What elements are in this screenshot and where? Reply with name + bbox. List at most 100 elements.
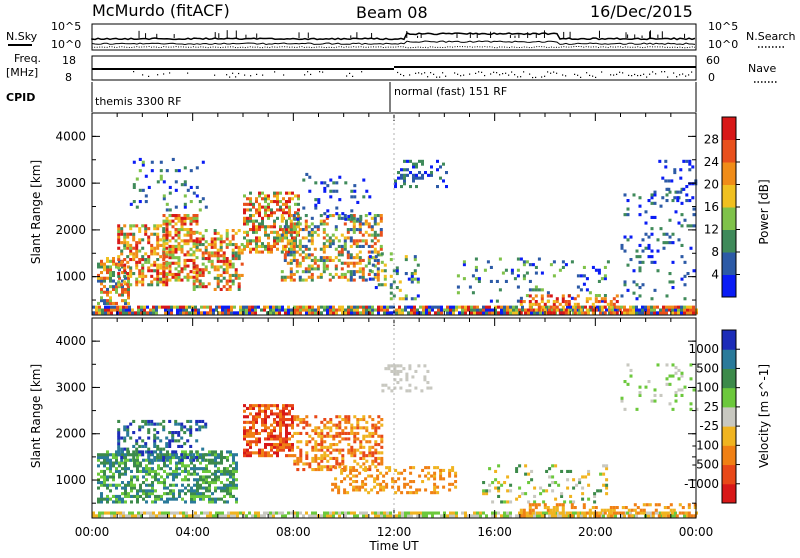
velocity-cell (220, 461, 223, 465)
velocity-cell (201, 458, 205, 462)
power-cell (379, 244, 383, 248)
power-cell (688, 182, 692, 186)
power-cell (219, 248, 223, 252)
velocity-cell (142, 458, 145, 462)
power-cell (192, 282, 196, 286)
velocity-cell (115, 500, 118, 504)
power-cell (519, 257, 523, 261)
power-cell (120, 283, 124, 287)
velocity-cell (546, 508, 550, 512)
nave-point (469, 73, 471, 75)
velocity-cell (671, 514, 674, 518)
power-cell (128, 308, 131, 312)
velocity-cell (168, 431, 172, 435)
velocity-cell (202, 456, 205, 460)
velocity-cell (181, 464, 184, 468)
power-cell (170, 305, 173, 309)
velocity-cell (359, 418, 363, 422)
power-cell (461, 311, 464, 315)
velocity-cell (243, 426, 246, 430)
power-cell (101, 311, 104, 315)
velocity-cell (665, 377, 669, 381)
velocity-cell (527, 472, 531, 476)
power-cell (231, 257, 235, 261)
velocity-cell (308, 514, 311, 518)
power-cell (361, 244, 365, 248)
power-cell (219, 240, 223, 244)
power-cell (109, 296, 112, 300)
velocity-cell (279, 418, 282, 422)
velocity-cell (527, 500, 531, 504)
velocity-cell (347, 511, 350, 515)
velocity-cell (591, 506, 595, 510)
power-cell (126, 272, 130, 276)
power-cell (355, 253, 359, 257)
velocity-cell (329, 434, 333, 438)
velocity-cell (246, 434, 249, 438)
velocity-cell (121, 497, 124, 501)
power-cell (325, 244, 329, 248)
power-cell (100, 296, 103, 300)
velocity-cell (178, 467, 181, 471)
power-cell (240, 243, 244, 247)
power-cell (283, 275, 287, 279)
velocity-cell (229, 492, 232, 496)
velocity-cell (163, 453, 166, 457)
power-cell (112, 279, 115, 283)
power-cell (239, 311, 242, 315)
power-cell (109, 259, 112, 263)
power-cell (552, 274, 556, 278)
power-cell (418, 159, 421, 163)
velocity-cell (168, 439, 172, 443)
power-cell (310, 236, 314, 240)
velocity-cell (647, 511, 650, 515)
power-cell (343, 275, 347, 279)
power-cell (665, 305, 668, 309)
power-cell (118, 259, 121, 263)
power-cell (298, 222, 302, 226)
power-cell (449, 311, 452, 315)
power-cell (171, 219, 175, 223)
power-cell (609, 305, 613, 309)
power-cell (587, 311, 590, 315)
power-cell (474, 257, 478, 261)
power-cell (292, 242, 296, 246)
power-cell (355, 242, 359, 246)
power-cell (168, 185, 172, 189)
power-cell (237, 229, 241, 233)
velocity-cell (442, 485, 446, 489)
velocity-cell (226, 486, 229, 490)
power-cell (629, 235, 633, 239)
power-cell (398, 288, 402, 292)
power-cell (243, 194, 246, 198)
velocity-cell (288, 431, 291, 435)
velocity-cell (211, 461, 214, 465)
power-cell (635, 283, 639, 287)
power-cell (347, 305, 350, 309)
power-cell (140, 308, 143, 312)
velocity-cell (288, 454, 291, 458)
velocity-cell (347, 448, 351, 452)
power-cell (530, 311, 533, 315)
velocity-cell (612, 508, 616, 512)
power-cell (189, 222, 193, 226)
power-cell (188, 311, 191, 315)
power-cell (195, 242, 199, 246)
power-cell (174, 239, 178, 243)
velocity-cell (424, 466, 428, 470)
power-cell (549, 294, 553, 298)
power-cell (237, 282, 241, 286)
power-cell (207, 243, 211, 247)
velocity-cell (320, 420, 324, 424)
power-cell (525, 271, 529, 275)
velocity-cell (317, 431, 321, 435)
nave-point (682, 73, 684, 75)
power-cell (612, 297, 616, 301)
velocity-cell (151, 461, 154, 465)
power-cell (297, 194, 300, 198)
velocity-cell (140, 514, 143, 518)
velocity-cell (267, 426, 270, 430)
power-cell (185, 311, 188, 315)
velocity-cell (204, 422, 208, 426)
power-cell (629, 305, 632, 309)
